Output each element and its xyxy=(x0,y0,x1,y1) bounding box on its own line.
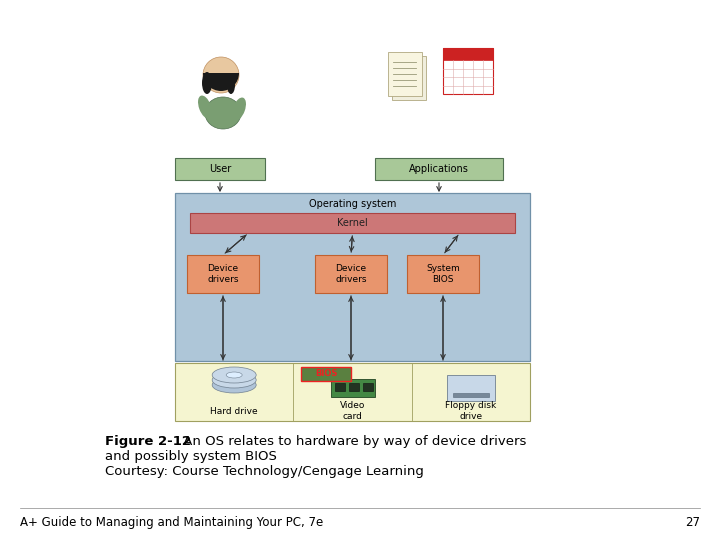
Text: User: User xyxy=(209,164,231,174)
Text: Hard drive: Hard drive xyxy=(210,407,258,415)
FancyBboxPatch shape xyxy=(187,255,259,293)
Ellipse shape xyxy=(226,372,242,378)
Text: System
BIOS: System BIOS xyxy=(426,264,460,284)
FancyBboxPatch shape xyxy=(453,393,489,397)
Text: Kernel: Kernel xyxy=(337,218,368,228)
FancyBboxPatch shape xyxy=(362,383,372,391)
FancyBboxPatch shape xyxy=(175,363,530,421)
Text: BIOS: BIOS xyxy=(315,369,338,379)
FancyBboxPatch shape xyxy=(302,367,351,381)
FancyBboxPatch shape xyxy=(388,52,422,96)
FancyBboxPatch shape xyxy=(443,48,493,60)
Circle shape xyxy=(203,57,239,93)
Ellipse shape xyxy=(212,372,256,388)
Text: Applications: Applications xyxy=(409,164,469,174)
Ellipse shape xyxy=(202,72,212,94)
Text: An OS relates to hardware by way of device drivers: An OS relates to hardware by way of devi… xyxy=(179,435,526,448)
Text: Operating system: Operating system xyxy=(309,199,396,209)
FancyBboxPatch shape xyxy=(175,193,530,361)
FancyBboxPatch shape xyxy=(375,158,503,180)
FancyBboxPatch shape xyxy=(407,255,479,293)
Wedge shape xyxy=(203,73,239,91)
Text: Device
drivers: Device drivers xyxy=(207,264,239,284)
FancyBboxPatch shape xyxy=(330,379,374,397)
Text: A+ Guide to Managing and Maintaining Your PC, 7e: A+ Guide to Managing and Maintaining You… xyxy=(20,516,323,529)
Ellipse shape xyxy=(227,76,235,94)
Text: 27: 27 xyxy=(685,516,700,529)
Ellipse shape xyxy=(212,367,256,383)
Text: Device
drivers: Device drivers xyxy=(336,264,366,284)
Ellipse shape xyxy=(205,97,241,129)
Text: Video
card: Video card xyxy=(340,401,365,421)
FancyBboxPatch shape xyxy=(443,48,493,94)
Ellipse shape xyxy=(232,98,246,120)
FancyBboxPatch shape xyxy=(348,383,359,391)
FancyBboxPatch shape xyxy=(315,255,387,293)
Ellipse shape xyxy=(198,96,212,118)
Text: Courtesy: Course Technology/Cengage Learning: Courtesy: Course Technology/Cengage Lear… xyxy=(105,465,424,478)
Text: and possibly system BIOS: and possibly system BIOS xyxy=(105,450,277,463)
FancyBboxPatch shape xyxy=(447,375,495,401)
Ellipse shape xyxy=(212,377,256,393)
FancyBboxPatch shape xyxy=(175,158,265,180)
FancyBboxPatch shape xyxy=(392,56,426,100)
Text: Figure 2-12: Figure 2-12 xyxy=(105,435,191,448)
FancyBboxPatch shape xyxy=(190,213,515,233)
Text: Floppy disk
drive: Floppy disk drive xyxy=(445,401,497,421)
FancyBboxPatch shape xyxy=(335,383,344,391)
